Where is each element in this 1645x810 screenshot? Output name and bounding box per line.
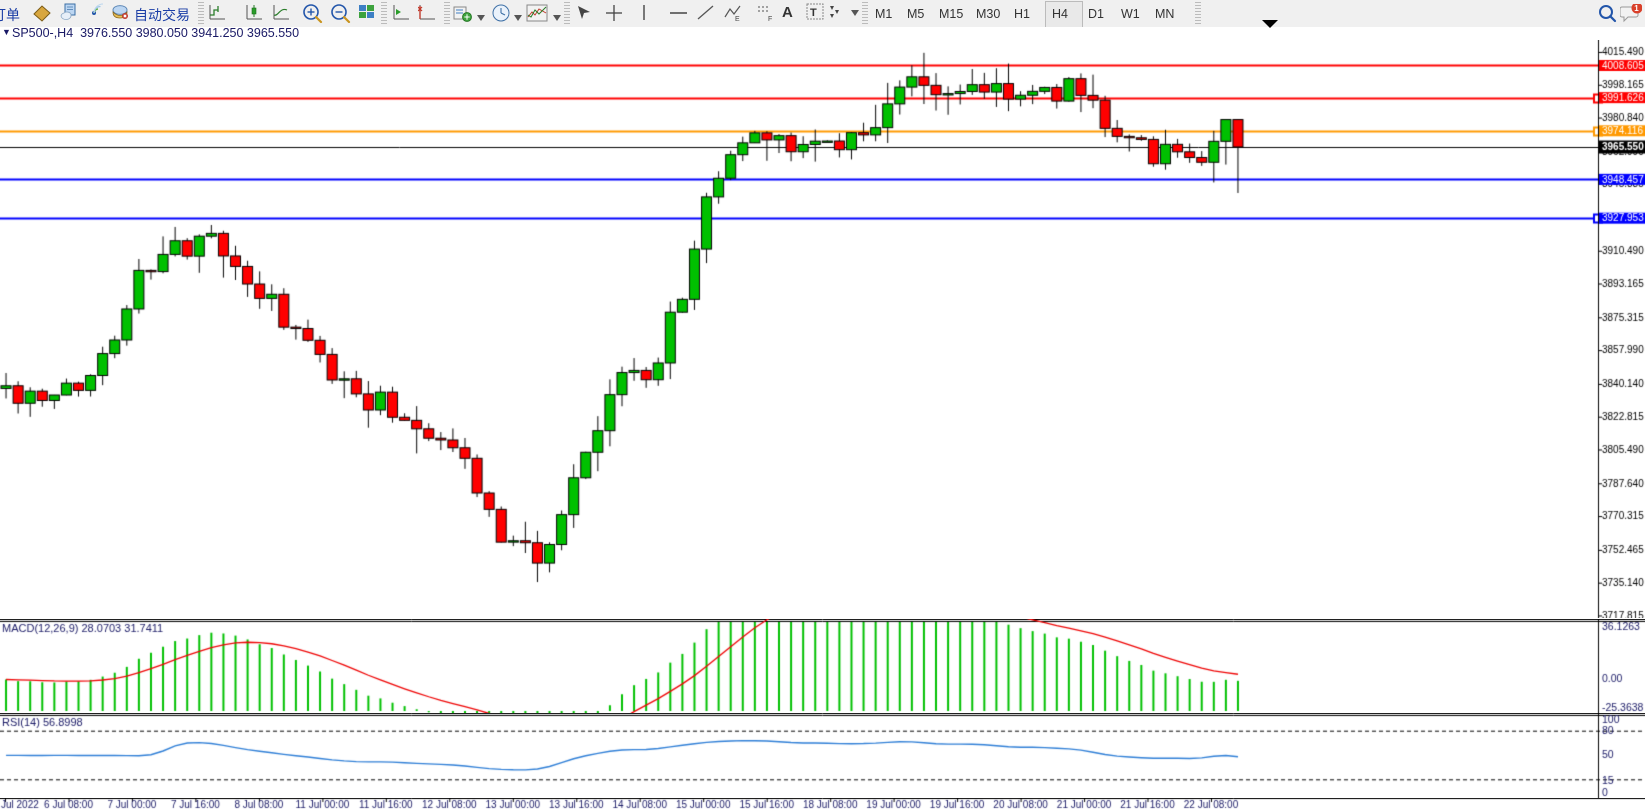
svg-text:E: E <box>735 16 740 22</box>
svg-text:F: F <box>768 16 772 22</box>
svg-text:T: T <box>810 7 817 19</box>
svg-text:1: 1 <box>1634 4 1639 13</box>
